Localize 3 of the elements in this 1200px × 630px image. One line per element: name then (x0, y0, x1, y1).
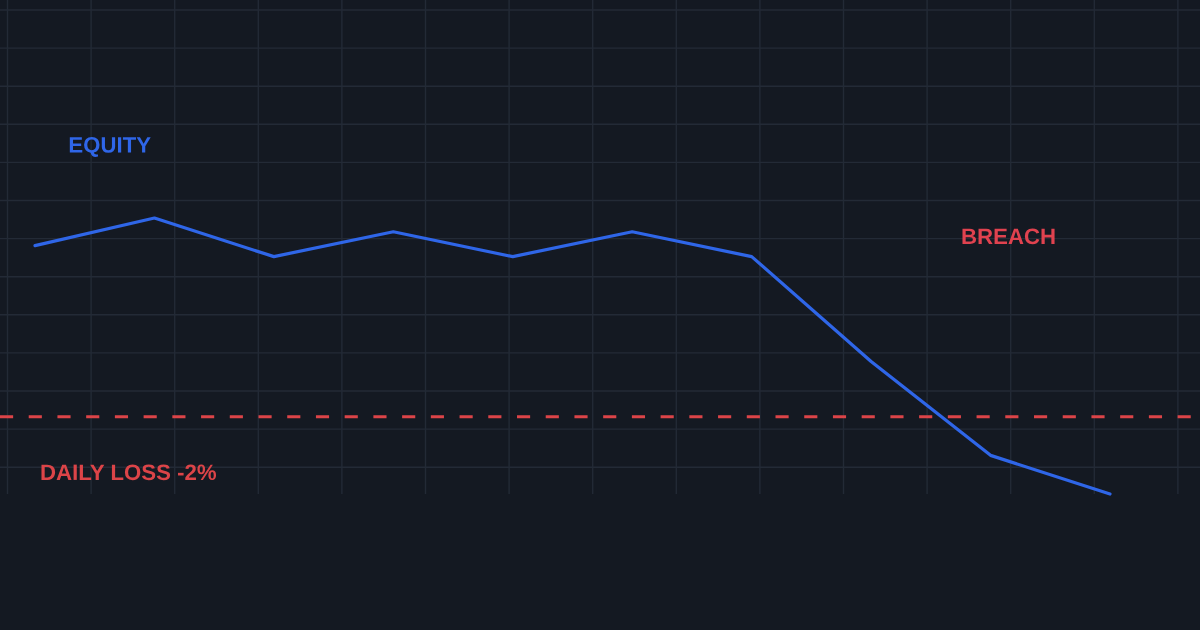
text: EQUITY (69, 137, 151, 157)
annotation: BREACH (962, 228, 1055, 245)
ref-line-label: DAILY LOSS -2% (41, 464, 217, 481)
